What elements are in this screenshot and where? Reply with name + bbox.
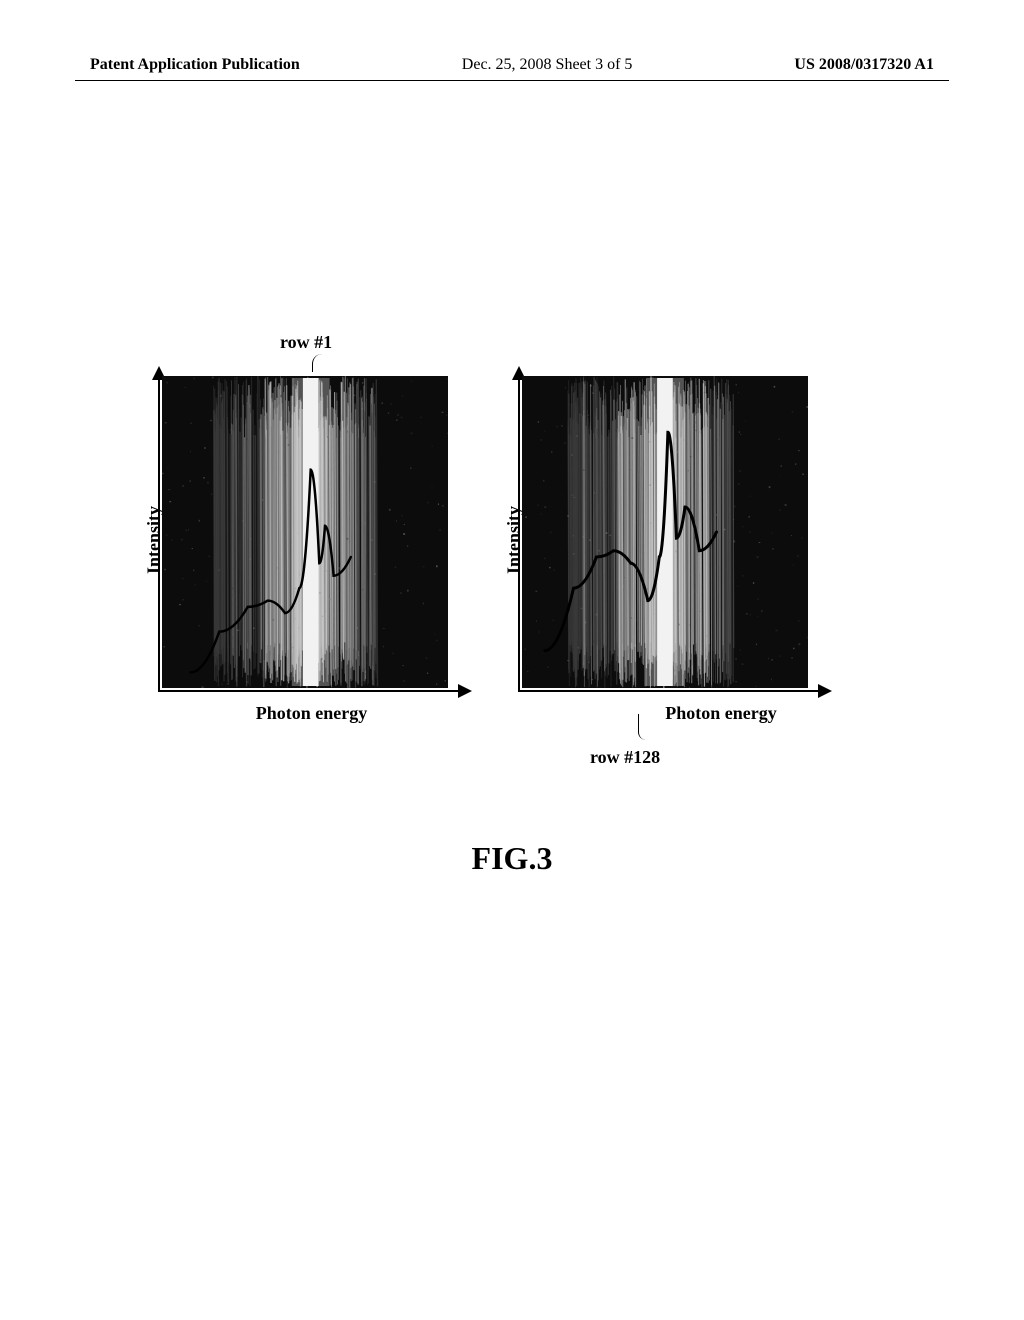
x-axis-label: Photon energy xyxy=(256,703,368,724)
x-axis-arrow-icon xyxy=(818,684,832,698)
header-publication-type: Patent Application Publication xyxy=(90,56,300,74)
row-label-1: row #1 xyxy=(280,332,332,353)
page-header: Patent Application Publication Dec. 25, … xyxy=(0,56,1024,74)
axes-left: Intensity Photon energy xyxy=(130,370,460,710)
header-date-sheet: Dec. 25, 2008 Sheet 3 of 5 xyxy=(462,56,633,74)
header-divider xyxy=(75,80,949,81)
axes-right: Intensity Photon energy xyxy=(490,370,820,710)
x-axis-line xyxy=(158,690,466,692)
row-label-128: row #128 xyxy=(590,747,660,768)
figure-caption: FIG.3 xyxy=(0,840,1024,877)
panel-left: row #1 Intensity Photon energy xyxy=(130,370,460,710)
figure-area: row #1 Intensity Photon energy Intensity… xyxy=(130,370,900,710)
panel-right: Intensity Photon energy row #128 xyxy=(490,370,820,710)
figure-panels: row #1 Intensity Photon energy Intensity… xyxy=(130,370,900,710)
x-axis-arrow-icon xyxy=(458,684,472,698)
spectrogram-plot-right xyxy=(522,376,808,688)
row-label-128-leader xyxy=(638,714,650,740)
x-axis-label: Photon energy xyxy=(665,703,777,724)
header-publication-number: US 2008/0317320 A1 xyxy=(794,56,934,74)
x-axis-line xyxy=(518,690,826,692)
spectrogram-plot-left xyxy=(162,376,448,688)
